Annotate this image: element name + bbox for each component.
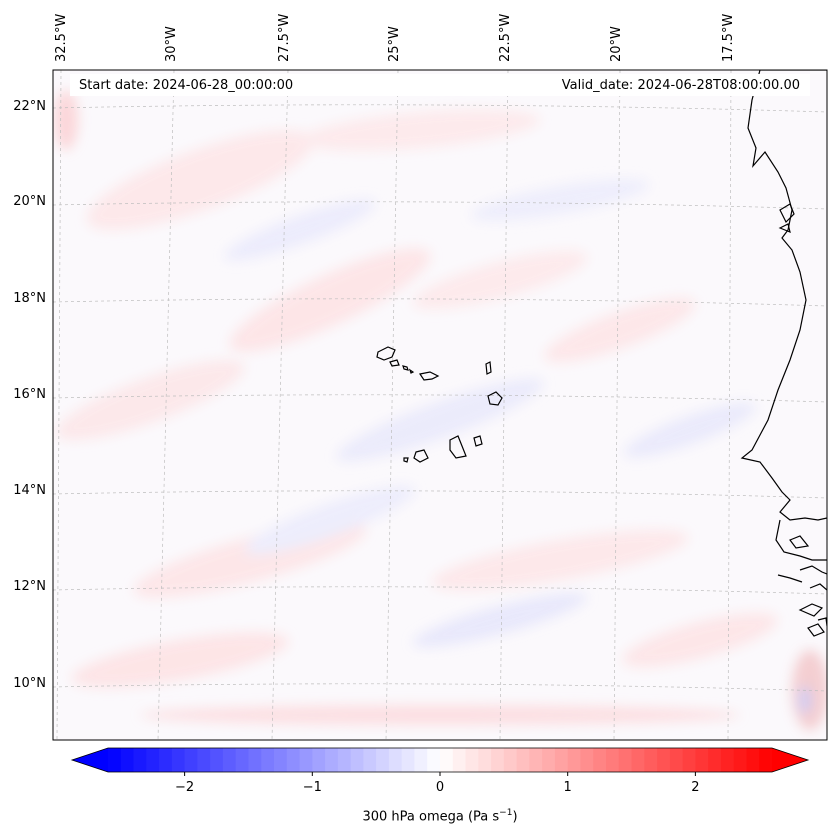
colorbar-segment: [720, 748, 735, 772]
colorbar-segment: [325, 748, 339, 772]
colorbar-segment: [554, 748, 569, 772]
lon-label: 32.5°W: [54, 13, 69, 62]
colorbar-segment: [733, 748, 748, 772]
units-close: ): [512, 809, 518, 825]
colorbar-tick-label: 2: [691, 780, 700, 795]
colorbar-extend-max: [772, 748, 808, 772]
colorbar-segment: [516, 748, 530, 772]
variable-label: 300 hPa omega: [362, 809, 464, 825]
colorbar-segment: [376, 748, 390, 772]
colorbar-segment: [261, 748, 275, 772]
colorbar-segment: [682, 748, 696, 772]
colorbar-segment: [312, 748, 326, 772]
lon-label: 22.5°W: [498, 13, 513, 62]
header-band: [70, 74, 810, 96]
omega-field: [53, 70, 827, 740]
lat-label: 14°N: [13, 483, 46, 498]
colorbar-segment: [286, 748, 301, 772]
colorbar-segment: [759, 748, 773, 772]
cape-verde-islands: [376, 346, 503, 463]
colorbar-segment: [567, 748, 582, 772]
colorbar-tick-label: 0: [435, 780, 445, 795]
lat-label: 16°N: [13, 387, 46, 402]
colorbar-segment: [657, 748, 671, 772]
colorbar-segment: [580, 748, 594, 772]
lon-label: 30°W: [164, 26, 179, 62]
colorbar-segment: [669, 748, 684, 772]
colorbar-segment: [222, 748, 237, 772]
colorbar-segment: [159, 748, 173, 772]
lat-label: 22°N: [13, 99, 46, 114]
colorbar-segment: [478, 748, 492, 772]
lon-label: 20°W: [609, 26, 624, 62]
colorbar-segment: [248, 748, 262, 772]
lon-label: 25°W: [387, 26, 402, 62]
colorbar-segment: [452, 748, 467, 772]
colorbar-segment: [631, 748, 645, 772]
units-label: (Pa s: [467, 809, 500, 825]
lat-label: 20°N: [13, 194, 46, 209]
colorbar-segment: [593, 748, 607, 772]
colorbar-outline: [70, 747, 810, 773]
colorbar-segment: [746, 748, 760, 772]
colorbar-segment: [618, 748, 633, 772]
start-date-label: Start date: 2024-06-28_00:00:00: [79, 78, 294, 93]
colorbar-segment: [491, 748, 505, 772]
colorbar-segment: [606, 748, 620, 772]
colorbar-segment: [350, 748, 364, 772]
colorbar-segment: [465, 748, 479, 772]
coastline: [740, 70, 827, 637]
colorbar-tick-label: −2: [175, 780, 195, 795]
colorbar-segment: [427, 748, 441, 772]
colorbar-segment: [503, 748, 518, 772]
colorbar-segment: [529, 748, 543, 772]
colorbar-title: 300 hPa omega (Pa s−1): [0, 808, 837, 824]
colorbar-segment: [171, 748, 186, 772]
colorbar-segment: [274, 748, 288, 772]
colorbar-segment: [133, 748, 147, 772]
colorbar-segment: [197, 748, 211, 772]
colorbar-segment: [146, 748, 160, 772]
valid-date-label: Valid_date: 2024-06-28T08:00:00.00: [561, 78, 800, 93]
lon-label: 27.5°W: [277, 13, 292, 62]
lat-label: 12°N: [13, 579, 46, 594]
graticule: [53, 70, 827, 740]
colorbar: [70, 747, 810, 776]
colorbar-segment: [210, 748, 224, 772]
map-frame: [52, 69, 828, 741]
colorbar-extend-min: [72, 748, 108, 772]
colorbar-segment: [120, 748, 135, 772]
colorbar-segment: [299, 748, 313, 772]
colorbar-segment: [184, 748, 198, 772]
colorbar-segment: [401, 748, 416, 772]
colorbar-segment: [108, 748, 122, 772]
units-exponent: −1: [499, 808, 513, 818]
colorbar-segment: [235, 748, 250, 772]
lat-label: 10°N: [13, 676, 46, 691]
colorbar-segment: [708, 748, 722, 772]
lon-label: 17.5°W: [721, 13, 736, 62]
colorbar-segment: [388, 748, 403, 772]
colorbar-segment: [337, 748, 352, 772]
colorbar-segment: [414, 748, 428, 772]
colorbar-segment: [695, 748, 709, 772]
lat-label: 18°N: [13, 291, 46, 306]
colorbar-segment: [542, 748, 556, 772]
colorbar-tick-label: 1: [563, 780, 572, 795]
colorbar-segment: [363, 748, 377, 772]
colorbar-tick-label: −1: [302, 780, 322, 795]
colorbar-segment: [644, 748, 658, 772]
colorbar-segment: [440, 748, 454, 772]
